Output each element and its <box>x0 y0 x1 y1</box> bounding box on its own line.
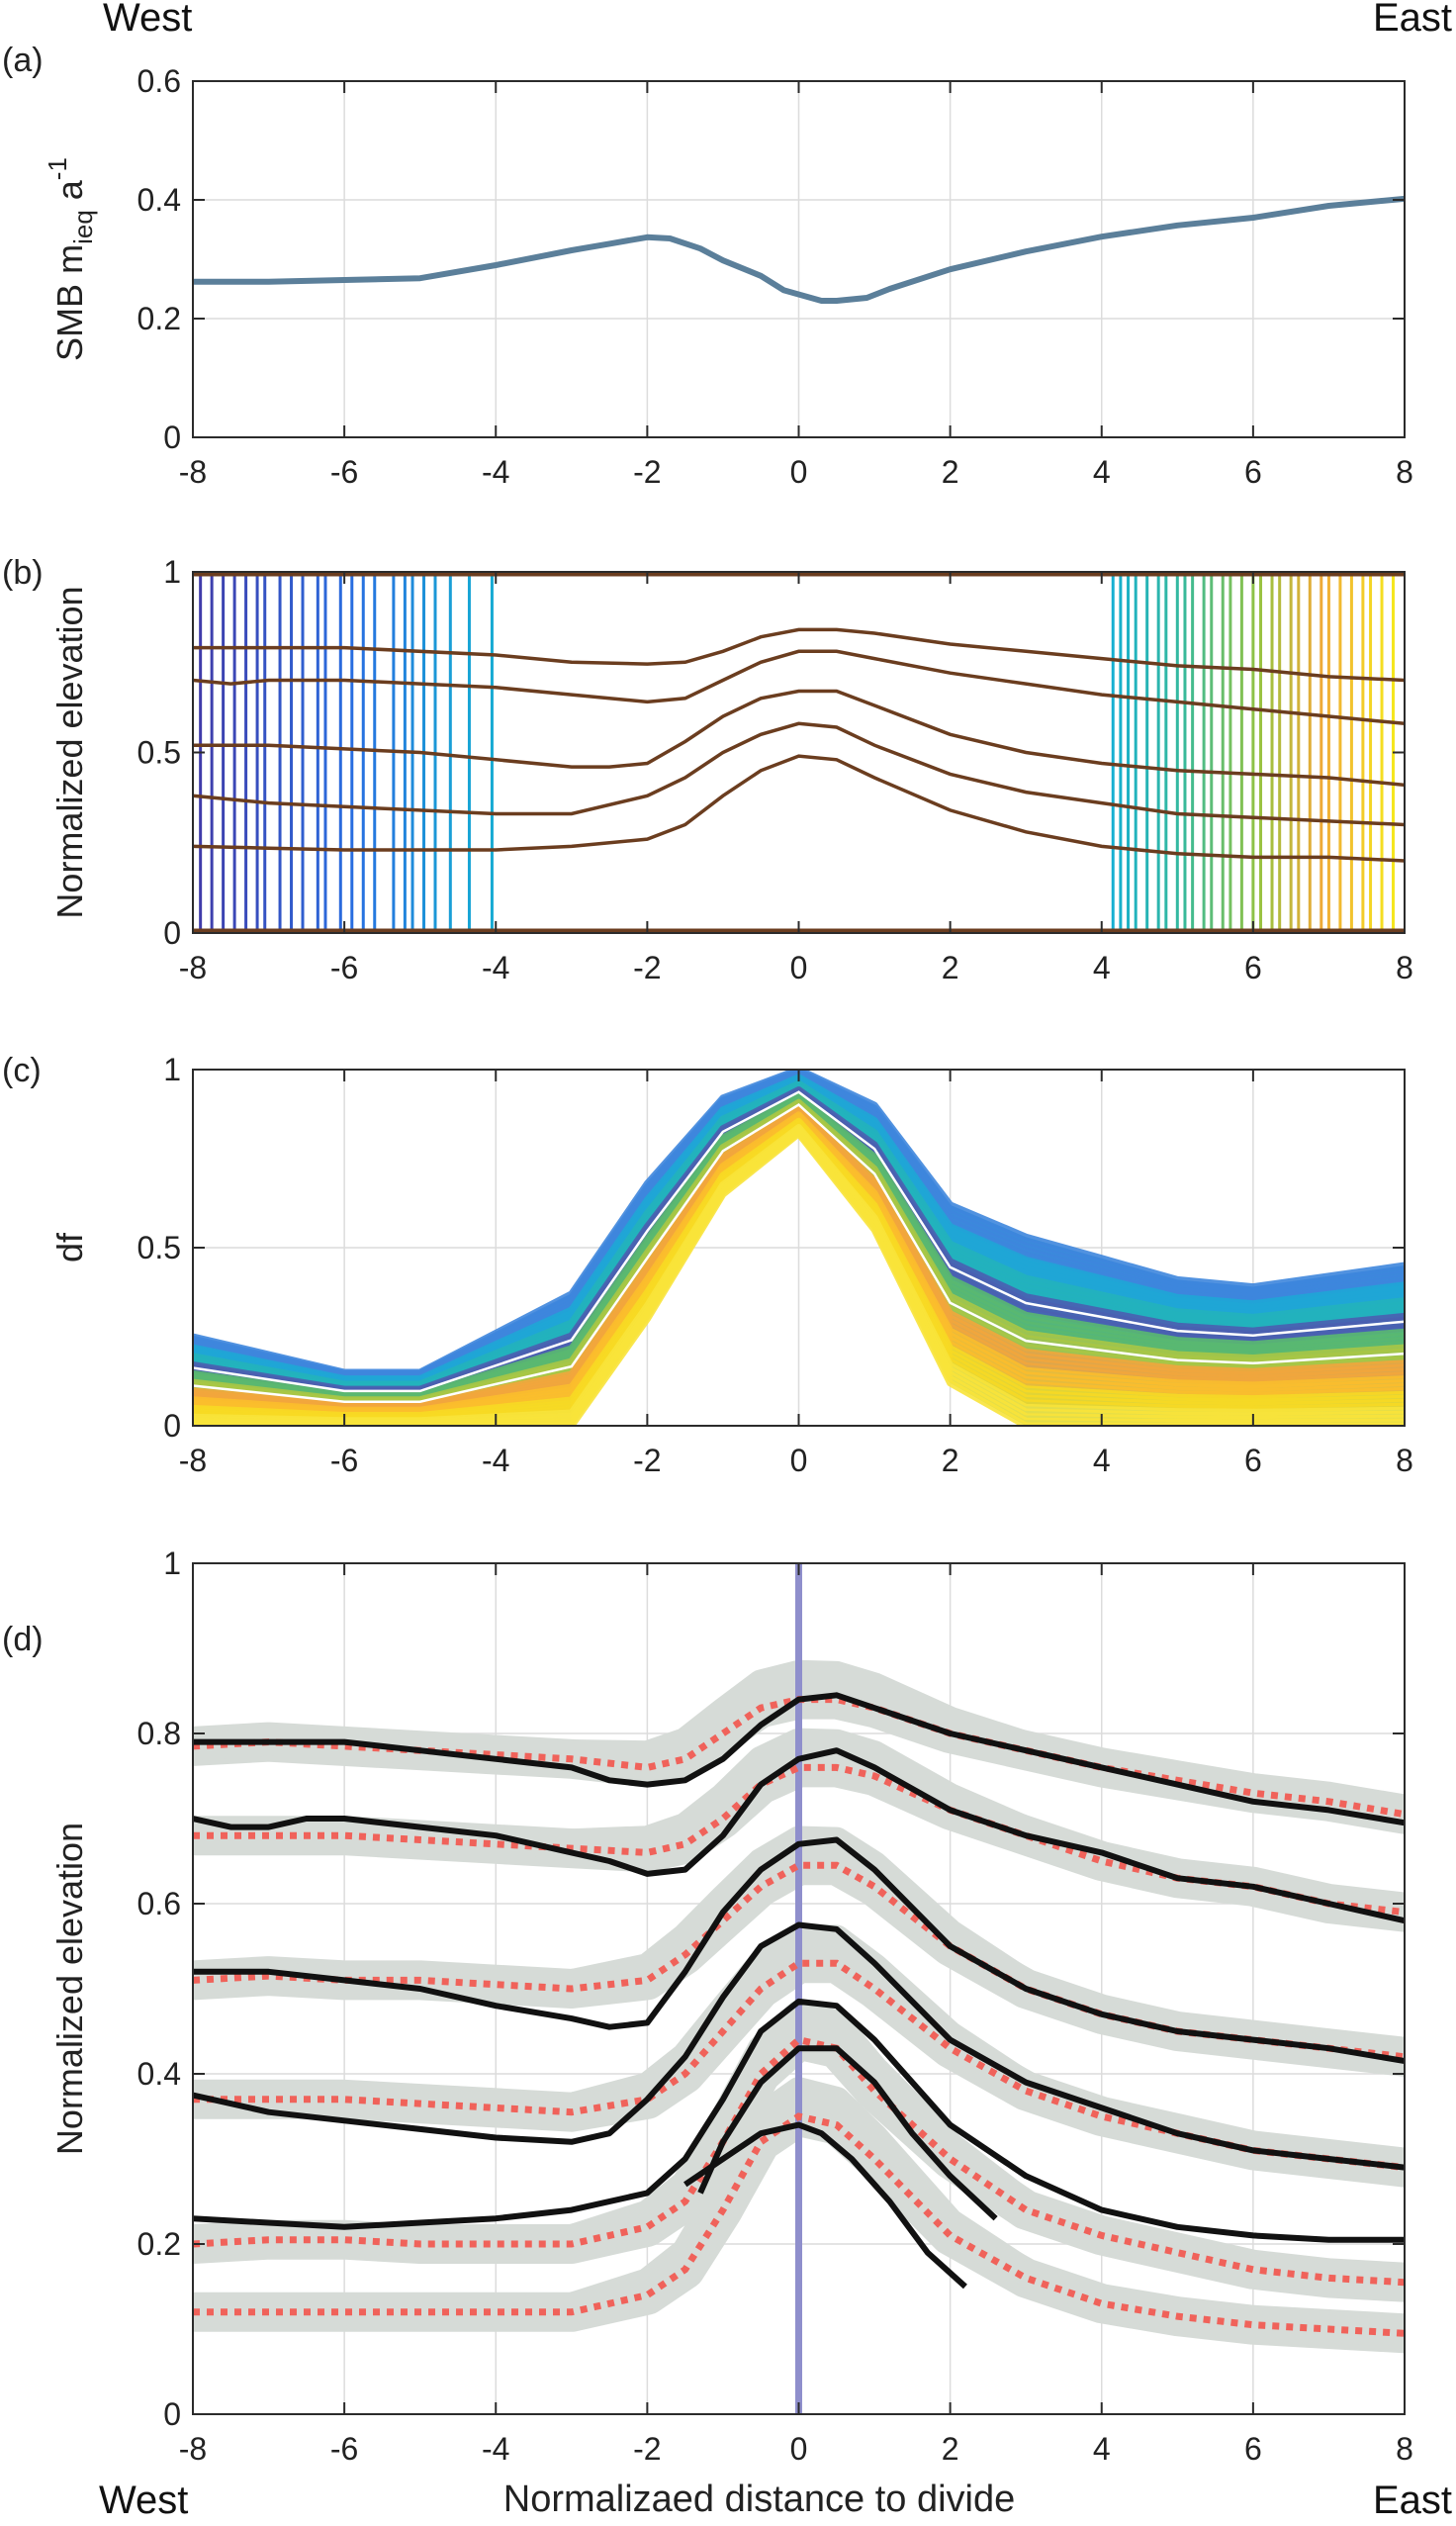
y-axis-label: Normalized elevation <box>49 586 90 918</box>
x-tick-label: -8 <box>179 1443 207 1478</box>
corner-label-top-right: East <box>1373 0 1453 40</box>
y-tick-label: 0.2 <box>137 2226 181 2262</box>
panel-a-plot <box>193 195 1405 304</box>
corner-label-bottom-left: West <box>99 2479 189 2522</box>
x-tick-label: 4 <box>1093 950 1111 985</box>
y-tick-label: 0 <box>163 915 181 951</box>
y-tick-label: 0.4 <box>137 182 181 218</box>
y-tick-label: 1 <box>163 1052 181 1087</box>
modeled-line <box>193 2112 1405 2337</box>
panel-b-plot <box>193 572 1405 933</box>
observed-line <box>193 1921 1405 2171</box>
x-tick-label: 6 <box>1244 1443 1262 1478</box>
y-tick-label: 0.5 <box>137 735 181 771</box>
x-tick-label: -2 <box>633 950 661 985</box>
y-tick-label: 0.8 <box>137 1716 181 1751</box>
y-axis-label: SMB mieq a-1 <box>43 157 98 361</box>
y-tick-label: 0.4 <box>137 2056 181 2092</box>
x-tick-label: -2 <box>633 1443 661 1478</box>
y-tick-label: 1 <box>163 1545 181 1581</box>
y-tick-label: 0.2 <box>137 301 181 336</box>
x-tick-label: -8 <box>179 950 207 985</box>
x-tick-label: -8 <box>179 454 207 490</box>
x-tick-label: -4 <box>482 2431 509 2467</box>
x-tick-label: 0 <box>790 1443 808 1478</box>
smb-line <box>193 195 1405 304</box>
x-tick-label: 8 <box>1396 1443 1413 1478</box>
x-tick-label: 2 <box>942 2431 959 2467</box>
panel-0-frame: -8 -6 -4 -2 0 2 4 6 8 0 0.2 0.4 0.6 (a) SMB mieq a-1 <box>2 42 1413 490</box>
x-tick-label: 6 <box>1244 2431 1262 2467</box>
y-tick-label: 1 <box>163 554 181 590</box>
y-tick-label: 0.6 <box>137 63 181 99</box>
y-tick-label: 0 <box>163 2396 181 2432</box>
x-tick-label: -4 <box>482 950 509 985</box>
observed-line <box>193 1836 1405 2065</box>
y-tick-label: 0 <box>163 1408 181 1444</box>
y-tick-label: 0.6 <box>137 1886 181 1921</box>
y-axis-label: df <box>49 1232 90 1263</box>
corner-label-top-left: West <box>103 0 193 40</box>
panel-label: (b) <box>2 554 44 592</box>
x-tick-label: -4 <box>482 454 509 490</box>
x-tick-label: 8 <box>1396 950 1413 985</box>
x-tick-label: 0 <box>790 2431 808 2467</box>
panel-3-frame: -8 -6 -4 -2 0 2 4 6 8 0 0.2 0.4 0.6 0.8 1 (d) Normalized… <box>2 1545 1413 2520</box>
layer-line <box>193 649 1405 726</box>
observed-line <box>683 2121 967 2290</box>
ensemble-highlight <box>193 1090 1405 1393</box>
x-tick-label: 4 <box>1093 1443 1111 1478</box>
layer-line <box>193 721 1405 827</box>
x-tick-label: 8 <box>1396 454 1413 490</box>
x-tick-label: 6 <box>1244 950 1262 985</box>
x-tick-label: 0 <box>790 454 808 490</box>
panel-label: (a) <box>2 42 44 79</box>
y-tick-label: 0.5 <box>137 1230 181 1265</box>
x-tick-label: -8 <box>179 2431 207 2467</box>
observed-line <box>193 1747 1405 1924</box>
x-tick-label: 0 <box>790 950 808 985</box>
observed-line <box>193 1998 1405 2243</box>
x-tick-label: 6 <box>1244 454 1262 490</box>
ensemble-highlight <box>193 1103 1405 1403</box>
y-tick-label: 0 <box>163 420 181 455</box>
x-tick-label: -6 <box>330 2431 358 2467</box>
x-tick-label: -6 <box>330 950 358 985</box>
ensemble-member <box>193 1130 1405 1426</box>
panel-d-plot <box>193 1563 1405 2414</box>
corner-label-bottom-right: East <box>1373 2479 1453 2522</box>
x-tick-label: 2 <box>942 454 959 490</box>
x-tick-label: -4 <box>482 1443 509 1478</box>
x-tick-label: 8 <box>1396 2431 1413 2467</box>
layer-line <box>193 627 1405 683</box>
x-tick-label: -6 <box>330 454 358 490</box>
x-tick-label: 2 <box>942 1443 959 1478</box>
y-axis-label: Normalized elevation <box>49 1823 90 2155</box>
x-tick-label: 2 <box>942 950 959 985</box>
panel-1-frame: -8 -6 -4 -2 0 2 4 6 8 0 0.5 1 (b)Normalized elevatio… <box>2 554 1413 985</box>
modeled-line <box>193 2035 1405 2287</box>
layer-line <box>193 754 1405 863</box>
panel-label: (c) <box>2 1052 42 1089</box>
x-tick-label: 4 <box>1093 2431 1111 2467</box>
layer-line <box>193 689 1405 788</box>
x-tick-label: -2 <box>633 2431 661 2467</box>
panel-0-axes <box>192 80 1406 438</box>
panel-c-plot <box>193 1070 1405 1426</box>
panel-2-frame: -8 -6 -4 -2 0 2 4 6 8 0 0.5 1 (c) df <box>2 1052 1413 1478</box>
observed-line <box>697 2045 998 2221</box>
x-axis-label: Normalizaed distance to divide <box>503 2479 1016 2520</box>
x-tick-label: 4 <box>1093 454 1111 490</box>
x-tick-label: -2 <box>633 454 661 490</box>
panel-label: (d) <box>2 1621 44 1658</box>
observed-line <box>193 1692 1405 1826</box>
x-tick-label: -6 <box>330 1443 358 1478</box>
